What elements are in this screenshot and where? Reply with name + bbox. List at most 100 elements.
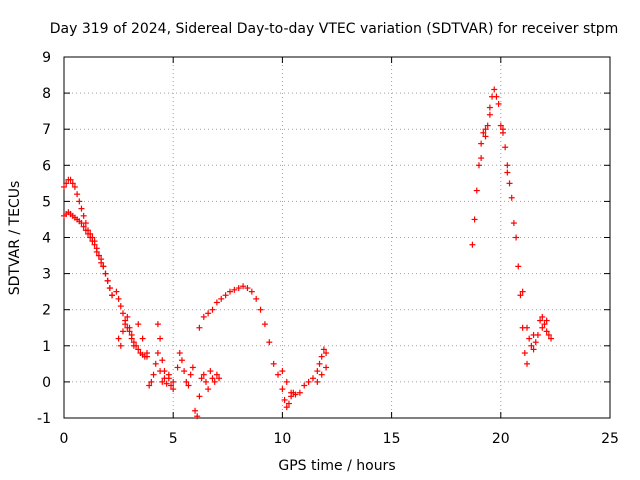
data-point [482, 126, 489, 133]
data-point [543, 317, 550, 324]
data-point [226, 288, 233, 295]
data-point [469, 241, 476, 248]
data-point [159, 378, 166, 385]
data-point [261, 321, 268, 328]
data-point [213, 299, 220, 306]
data-point [102, 270, 109, 277]
data-point [69, 180, 76, 187]
data-point [176, 350, 183, 357]
data-point [471, 216, 478, 223]
data-point [235, 285, 242, 292]
data-point [524, 324, 531, 331]
y-tick-label: 1 [42, 339, 51, 355]
data-point [266, 339, 273, 346]
data-point [240, 283, 247, 290]
data-point [67, 176, 74, 183]
data-point [113, 288, 120, 295]
data-point [213, 371, 220, 378]
data-point [502, 144, 509, 151]
data-point [205, 310, 212, 317]
data-point [117, 303, 124, 310]
data-point [475, 162, 482, 169]
data-point [545, 331, 552, 338]
data-point [521, 350, 528, 357]
data-point [198, 375, 205, 382]
data-point [305, 378, 312, 385]
data-point [174, 364, 181, 371]
data-point [202, 378, 209, 385]
data-point [78, 205, 85, 212]
data-point [231, 286, 238, 293]
data-point [510, 220, 517, 227]
data-point [106, 285, 113, 292]
grid [64, 57, 610, 418]
data-point [170, 378, 177, 385]
data-point [323, 364, 330, 371]
data-point [504, 169, 511, 176]
data-point [183, 378, 190, 385]
data-point [189, 364, 196, 371]
data-point [281, 396, 288, 403]
data-point [499, 126, 506, 133]
data-point [478, 140, 485, 147]
data-point [159, 357, 166, 364]
data-point [61, 183, 67, 190]
data-point [71, 183, 78, 190]
data-point [314, 378, 321, 385]
data-point [119, 310, 126, 317]
data-point [130, 342, 137, 349]
data-point [168, 382, 175, 389]
data-point [506, 180, 513, 187]
data-point [157, 335, 164, 342]
data-point [178, 357, 185, 364]
data-point [89, 234, 96, 241]
data-point [275, 371, 282, 378]
data-point [82, 220, 89, 227]
data-point [539, 324, 546, 331]
data-point [98, 256, 105, 263]
data-point [119, 328, 126, 335]
data-point [530, 346, 537, 353]
data-point [222, 292, 229, 299]
x-axis-label: GPS time / hours [278, 458, 395, 474]
data-point [508, 194, 515, 201]
data-point [318, 371, 325, 378]
data-point [486, 104, 493, 111]
data-point [244, 285, 251, 292]
data-point [301, 382, 308, 389]
data-point [80, 223, 87, 230]
data-point [318, 353, 325, 360]
data-point [117, 342, 124, 349]
data-point [124, 313, 131, 320]
data-point [154, 321, 161, 328]
axis-ticks [63, 56, 611, 419]
data-point [74, 191, 81, 198]
y-tick-label: 7 [42, 122, 51, 138]
data-point [314, 368, 321, 375]
data-point [194, 413, 201, 420]
data-point [170, 386, 177, 393]
data-point [200, 371, 207, 378]
data-point [209, 306, 216, 313]
data-point [63, 180, 70, 187]
data-point [283, 404, 290, 411]
data-point [541, 321, 548, 328]
data-point [493, 93, 500, 100]
data-point [200, 313, 207, 320]
data-point [548, 335, 555, 342]
data-point [482, 133, 489, 140]
data-point [279, 386, 286, 393]
data-point [473, 187, 480, 194]
data-point [196, 324, 203, 331]
data-point [216, 375, 223, 382]
data-point [181, 368, 188, 375]
data-point [128, 335, 135, 342]
data-point [530, 331, 537, 338]
data-point [192, 407, 199, 414]
data-point [517, 292, 524, 299]
data-point [211, 378, 218, 385]
data-point [152, 360, 159, 367]
data-point [146, 382, 153, 389]
data-point [100, 263, 107, 270]
data-point [524, 360, 531, 367]
